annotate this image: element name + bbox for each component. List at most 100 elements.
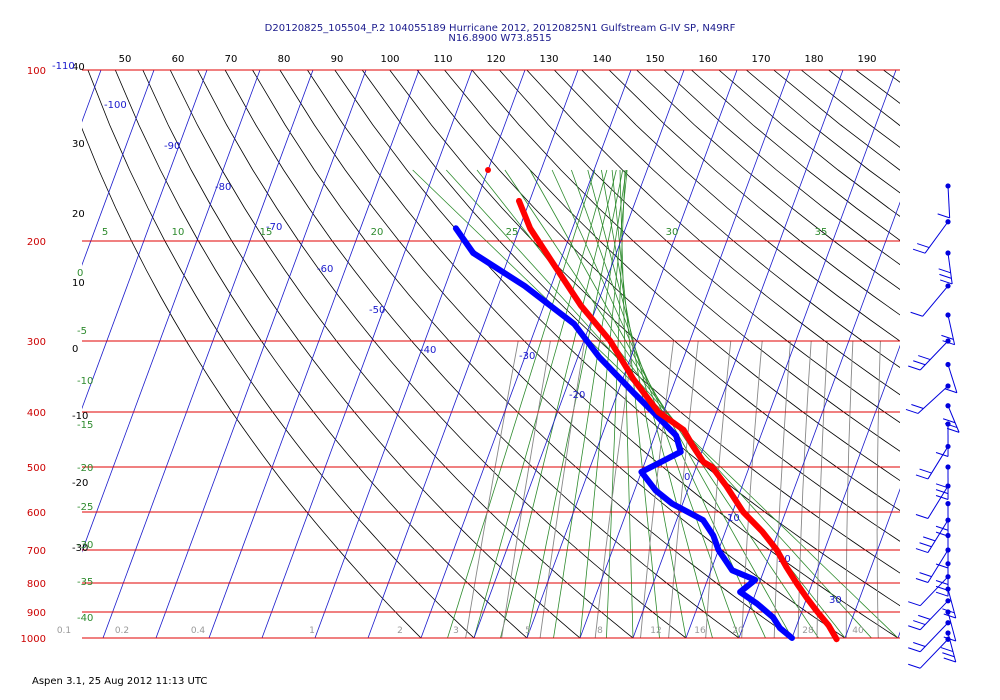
- wind-barb-flag: [940, 279, 953, 285]
- wind-barb-flag: [918, 355, 931, 361]
- wind-barb-flag: [935, 452, 949, 457]
- dry-adiabat-line: [82, 127, 422, 638]
- dry-adiabat-line: [334, 70, 900, 607]
- mixing-ratio-label: 0.4: [191, 626, 206, 636]
- mixing-ratio-line: [797, 340, 812, 638]
- adiabat-left-label: -10: [72, 411, 88, 422]
- adiabat-left-label: 0: [72, 344, 78, 355]
- isotherm-line: [473, 70, 685, 638]
- pressure-label: 600: [27, 508, 46, 519]
- top-axis-label: 50: [119, 54, 132, 65]
- wind-barb-flag: [915, 514, 929, 519]
- dewpoint-profile-line: [452, 225, 795, 641]
- top-axis-label: 100: [380, 54, 399, 65]
- moist-adiabat-left-label: -10: [77, 376, 93, 387]
- wind-barb: [937, 183, 951, 219]
- pressure-label: 700: [27, 546, 46, 557]
- isotherm-line: [82, 70, 155, 266]
- wind-barb-flag: [908, 625, 921, 631]
- isotherm-label: 30: [829, 595, 842, 606]
- isotherm-line: [897, 631, 900, 638]
- isotherm-label: -60: [317, 264, 333, 275]
- adiabat-left-label: -30: [72, 543, 88, 554]
- dry-adiabat-line: [828, 70, 900, 127]
- wind-barb-flag: [908, 601, 921, 607]
- wind-barb-flag: [940, 647, 954, 653]
- temperature-start-point: [485, 167, 492, 174]
- mixing-ratio-label: 20: [732, 626, 744, 636]
- isotherm-line: [791, 344, 900, 638]
- moist-adiabat-top-label: 15: [260, 227, 273, 238]
- temperature-profile-line: [516, 197, 840, 643]
- wind-barb-flag: [915, 474, 929, 480]
- moist-adiabat-left-label: 0: [77, 268, 83, 279]
- wind-barb-flag: [919, 468, 932, 474]
- wind-barb-flag: [942, 418, 956, 424]
- wind-barb: [940, 630, 957, 663]
- top-axis-label: 190: [857, 54, 876, 65]
- wind-barb: [908, 574, 951, 607]
- mixing-ratio-label: 40: [852, 626, 864, 636]
- top-axis-label: 160: [698, 54, 717, 65]
- moist-adiabat-left-label: -20: [77, 463, 93, 474]
- dry-adiabat-line: [883, 70, 900, 83]
- top-axis-label: 170: [751, 54, 770, 65]
- wind-barb-flag: [923, 536, 936, 542]
- pressure-label: 900: [27, 608, 46, 619]
- wind-barb-flag: [935, 489, 949, 495]
- isotherm-label: -20: [569, 390, 585, 401]
- wind-barb-flag: [941, 334, 954, 340]
- wind-barb-flag: [918, 614, 931, 620]
- mixing-ratio-label: 1: [309, 626, 315, 636]
- wind-barb-shaft: [927, 519, 949, 553]
- wind-barb: [938, 250, 953, 285]
- moist-adiabat-top-label: 5: [102, 227, 108, 238]
- wind-barb-shaft: [947, 314, 956, 345]
- dry-adiabat-line: [416, 70, 900, 512]
- moist-adiabat-line: [579, 169, 628, 638]
- wind-barb-shaft: [919, 600, 949, 631]
- wind-barb-column: [905, 183, 960, 669]
- wind-barb: [908, 598, 951, 631]
- wind-barb-flag: [935, 525, 949, 531]
- dry-adiabat-line: [444, 70, 900, 482]
- isotherm-label: -100: [104, 100, 127, 111]
- wind-barb-flag: [939, 273, 952, 279]
- wind-barb-shaft: [947, 185, 951, 218]
- mixing-ratio-line: [594, 340, 635, 638]
- wind-barb-shaft: [927, 446, 949, 480]
- moist-adiabat-left-label: -5: [77, 326, 87, 337]
- mixing-ratio-label: 0.1: [57, 626, 71, 636]
- adiabat-left-label: -20: [72, 478, 88, 489]
- isotherm-label: -90: [164, 141, 180, 152]
- wind-barb: [912, 219, 951, 254]
- wind-barb: [942, 586, 957, 619]
- adiabat-left-label: 30: [72, 139, 85, 150]
- mixing-ratio-line: [539, 340, 586, 638]
- isotherm-line: [367, 70, 579, 638]
- isotherm-label: 0: [684, 472, 690, 483]
- isotherm-line: [420, 70, 632, 638]
- isotherm-label: -30: [519, 351, 535, 362]
- top-axis-label: 70: [225, 54, 238, 65]
- moist-adiabat-top-label: 25: [506, 227, 519, 238]
- pressure-label: 500: [27, 463, 46, 474]
- wind-barb: [915, 547, 951, 583]
- dry-adiabat-line: [87, 70, 475, 638]
- wind-barb-flag: [946, 427, 960, 433]
- moist-adiabat-line: [619, 169, 634, 638]
- mixing-ratio-label: 3: [453, 626, 459, 636]
- isotherm-line: [261, 70, 473, 638]
- pressure-label: 800: [27, 579, 46, 590]
- wind-barb-flag: [935, 563, 949, 569]
- mixing-ratio-label: 8: [597, 626, 603, 636]
- mixing-ratio-line: [876, 340, 881, 638]
- adiabat-left-label: 40: [72, 62, 85, 73]
- wind-barb-flag: [944, 388, 958, 394]
- top-axis-label: 80: [278, 54, 291, 65]
- isotherm-label: -110: [52, 61, 75, 72]
- wind-barb-shaft: [919, 638, 949, 669]
- wind-barb-shaft: [924, 221, 949, 254]
- pressure-label: 300: [27, 337, 46, 348]
